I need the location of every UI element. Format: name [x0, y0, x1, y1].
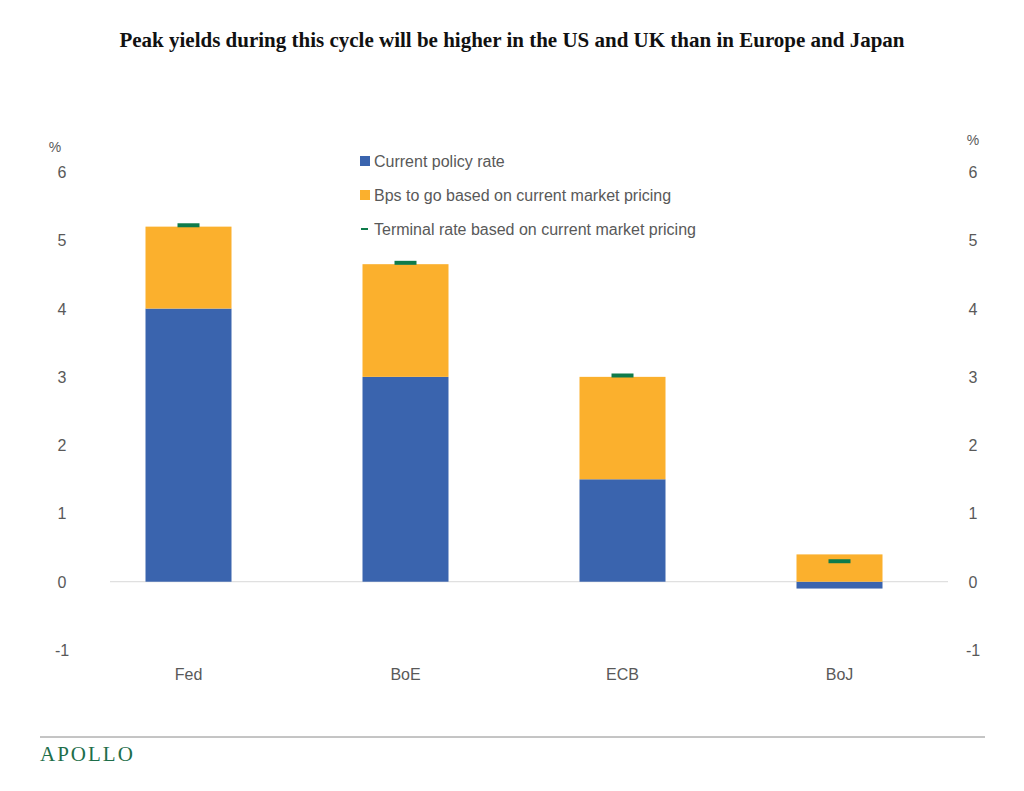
y2-tick-label: 3 [969, 369, 978, 386]
title: Peak yields during this cycle will be hi… [119, 28, 904, 52]
bar [580, 479, 666, 581]
y2-tick-label: 2 [969, 437, 978, 454]
y2-tick-label: 6 [969, 164, 978, 181]
y-tick-label: -1 [55, 642, 69, 659]
x-tick-label: ECB [606, 666, 639, 683]
terminal-marker [178, 223, 200, 227]
bar [363, 377, 449, 582]
footer-rule [40, 737, 985, 738]
x-tick-label: BoE [390, 666, 420, 683]
terminal-marker [612, 373, 634, 377]
y2-tick-label: 5 [969, 232, 978, 249]
terminal-marker [829, 559, 851, 563]
y-tick-label: 4 [58, 301, 67, 318]
chart-root: Peak yields during this cycle will be hi… [0, 0, 1024, 791]
y-tick-label: 0 [58, 574, 67, 591]
y2-tick-label: 0 [969, 574, 978, 591]
y2-axis-label: % [967, 132, 979, 148]
terminal-marker [395, 261, 417, 265]
legend-swatch [360, 190, 370, 200]
bar [797, 554, 883, 581]
y-tick-label: 3 [58, 369, 67, 386]
bar [797, 582, 883, 589]
y-tick-label: 2 [58, 437, 67, 454]
y2-tick-label: -1 [966, 642, 980, 659]
bar [146, 227, 232, 309]
marks [146, 225, 883, 588]
x-tick-label: Fed [175, 666, 203, 683]
y-tick-label: 5 [58, 232, 67, 249]
chart-svg: Peak yields during this cycle will be hi… [0, 0, 1024, 791]
source: APOLLO [40, 742, 135, 766]
y2-tick-label: 1 [969, 505, 978, 522]
bar [146, 309, 232, 582]
legend-swatch [361, 228, 368, 230]
bar [580, 377, 666, 479]
x-tick-label: BoJ [826, 666, 854, 683]
y-tick-label: 6 [58, 164, 67, 181]
legend-label: Terminal rate based on current market pr… [374, 221, 696, 238]
bar [363, 264, 449, 377]
y-tick-label: 1 [58, 505, 67, 522]
y-axis-label: % [49, 139, 61, 155]
y2-tick-label: 4 [969, 301, 978, 318]
legend-label: Current policy rate [374, 153, 505, 170]
legend-label: Bps to go based on current market pricin… [374, 187, 671, 204]
legend-swatch [360, 156, 370, 166]
